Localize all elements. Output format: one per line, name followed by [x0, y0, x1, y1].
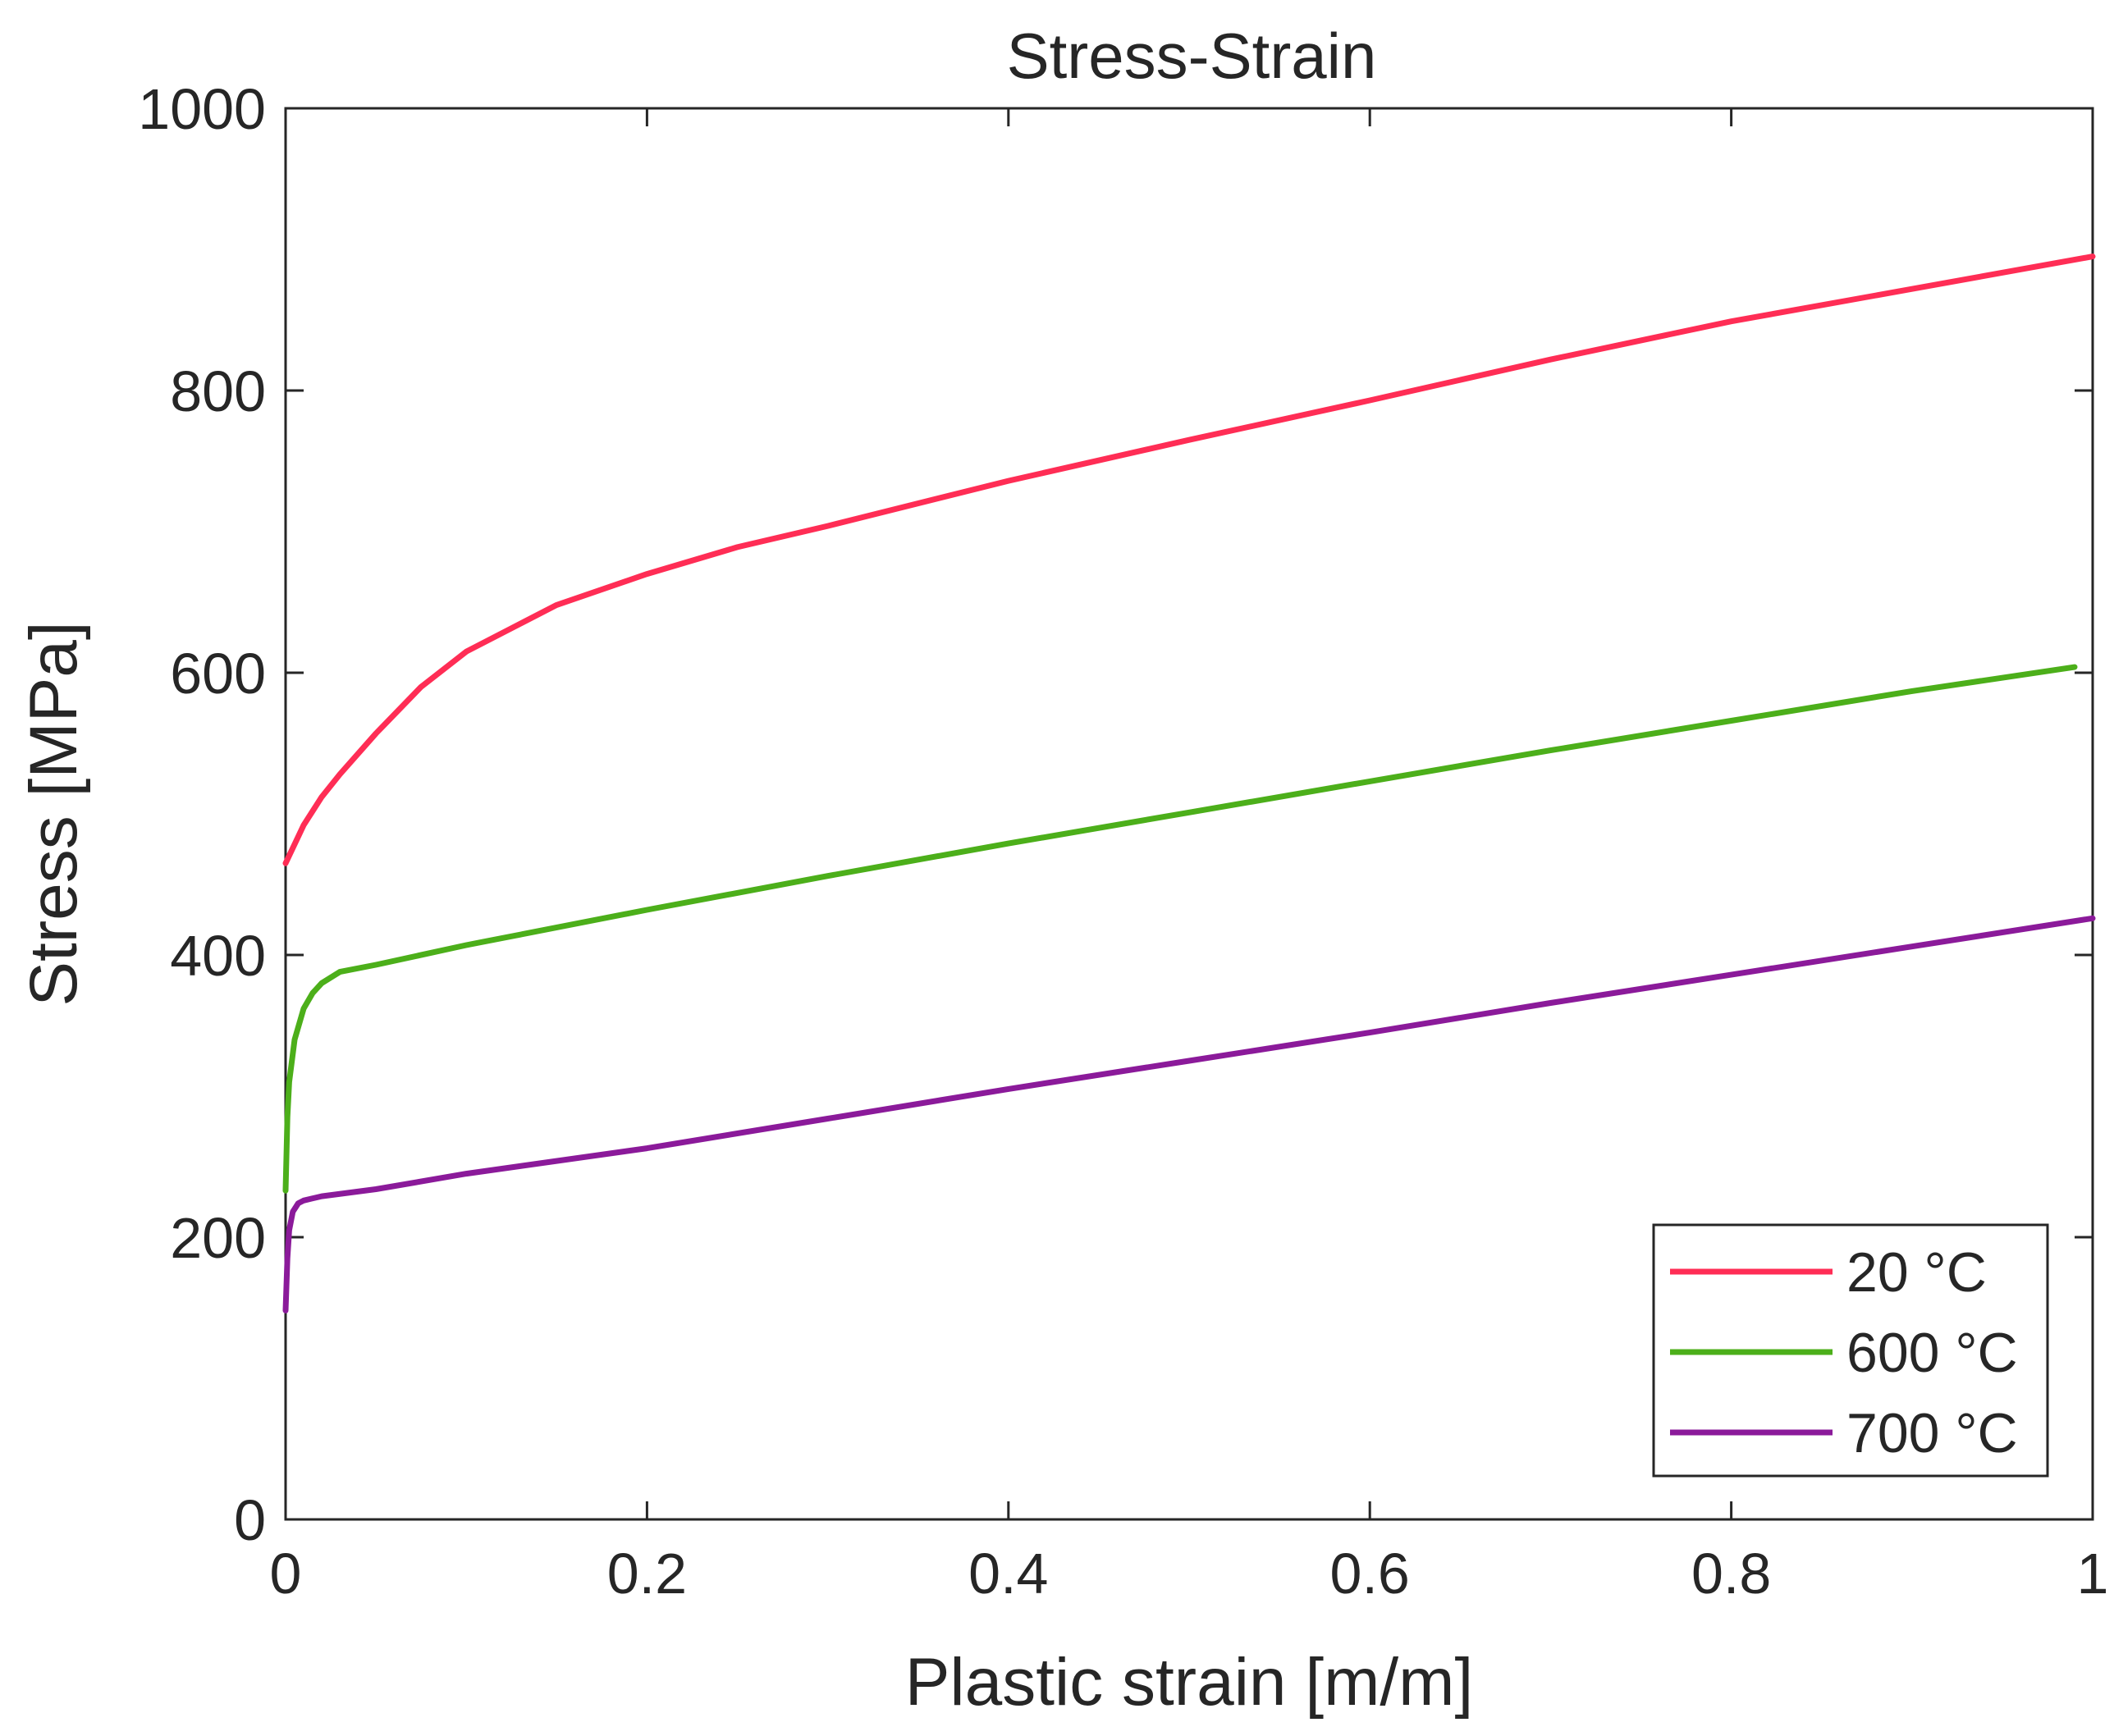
legend: 20 °C 600 °C 700 °C	[1652, 1223, 2049, 1478]
series-line-20c	[282, 254, 2096, 866]
x-tick-label: 0.4	[968, 1542, 1048, 1606]
x-tick-label: 0.8	[1691, 1542, 1771, 1606]
y-tick-label: 1000	[138, 77, 266, 141]
legend-label-600c: 600 °C	[1846, 1322, 2018, 1384]
x-tick-label: 1	[2077, 1542, 2109, 1606]
x-axis-label: Plastic strain [m/m]	[905, 1645, 1474, 1720]
series-lines	[282, 254, 2096, 1313]
x-tick-label: 0	[270, 1542, 302, 1606]
x-tick-label: 0.2	[607, 1542, 687, 1606]
y-tick-label: 800	[170, 359, 266, 423]
legend-label-700c: 700 °C	[1846, 1402, 2018, 1464]
y-tick-label: 200	[170, 1206, 266, 1270]
chart-title: Stress-Strain	[1007, 20, 1377, 92]
plot-area-frame	[284, 107, 2094, 1521]
x-axis-ticks: 0 0.2 0.4 0.6 0.8 1	[270, 108, 2109, 1606]
y-axis-label: Stress [MPa]	[16, 621, 91, 1006]
x-tick-label: 0.6	[1330, 1542, 1410, 1606]
series-line-700c	[282, 915, 2096, 1313]
y-axis-ticks: 0 200 400 600 800 1000	[138, 77, 2093, 1552]
legend-label-20c: 20 °C	[1846, 1241, 1987, 1304]
y-tick-label: 400	[170, 924, 266, 988]
y-tick-label: 600	[170, 642, 266, 706]
series-line-600c	[282, 664, 2078, 1194]
y-tick-label: 0	[234, 1488, 266, 1552]
